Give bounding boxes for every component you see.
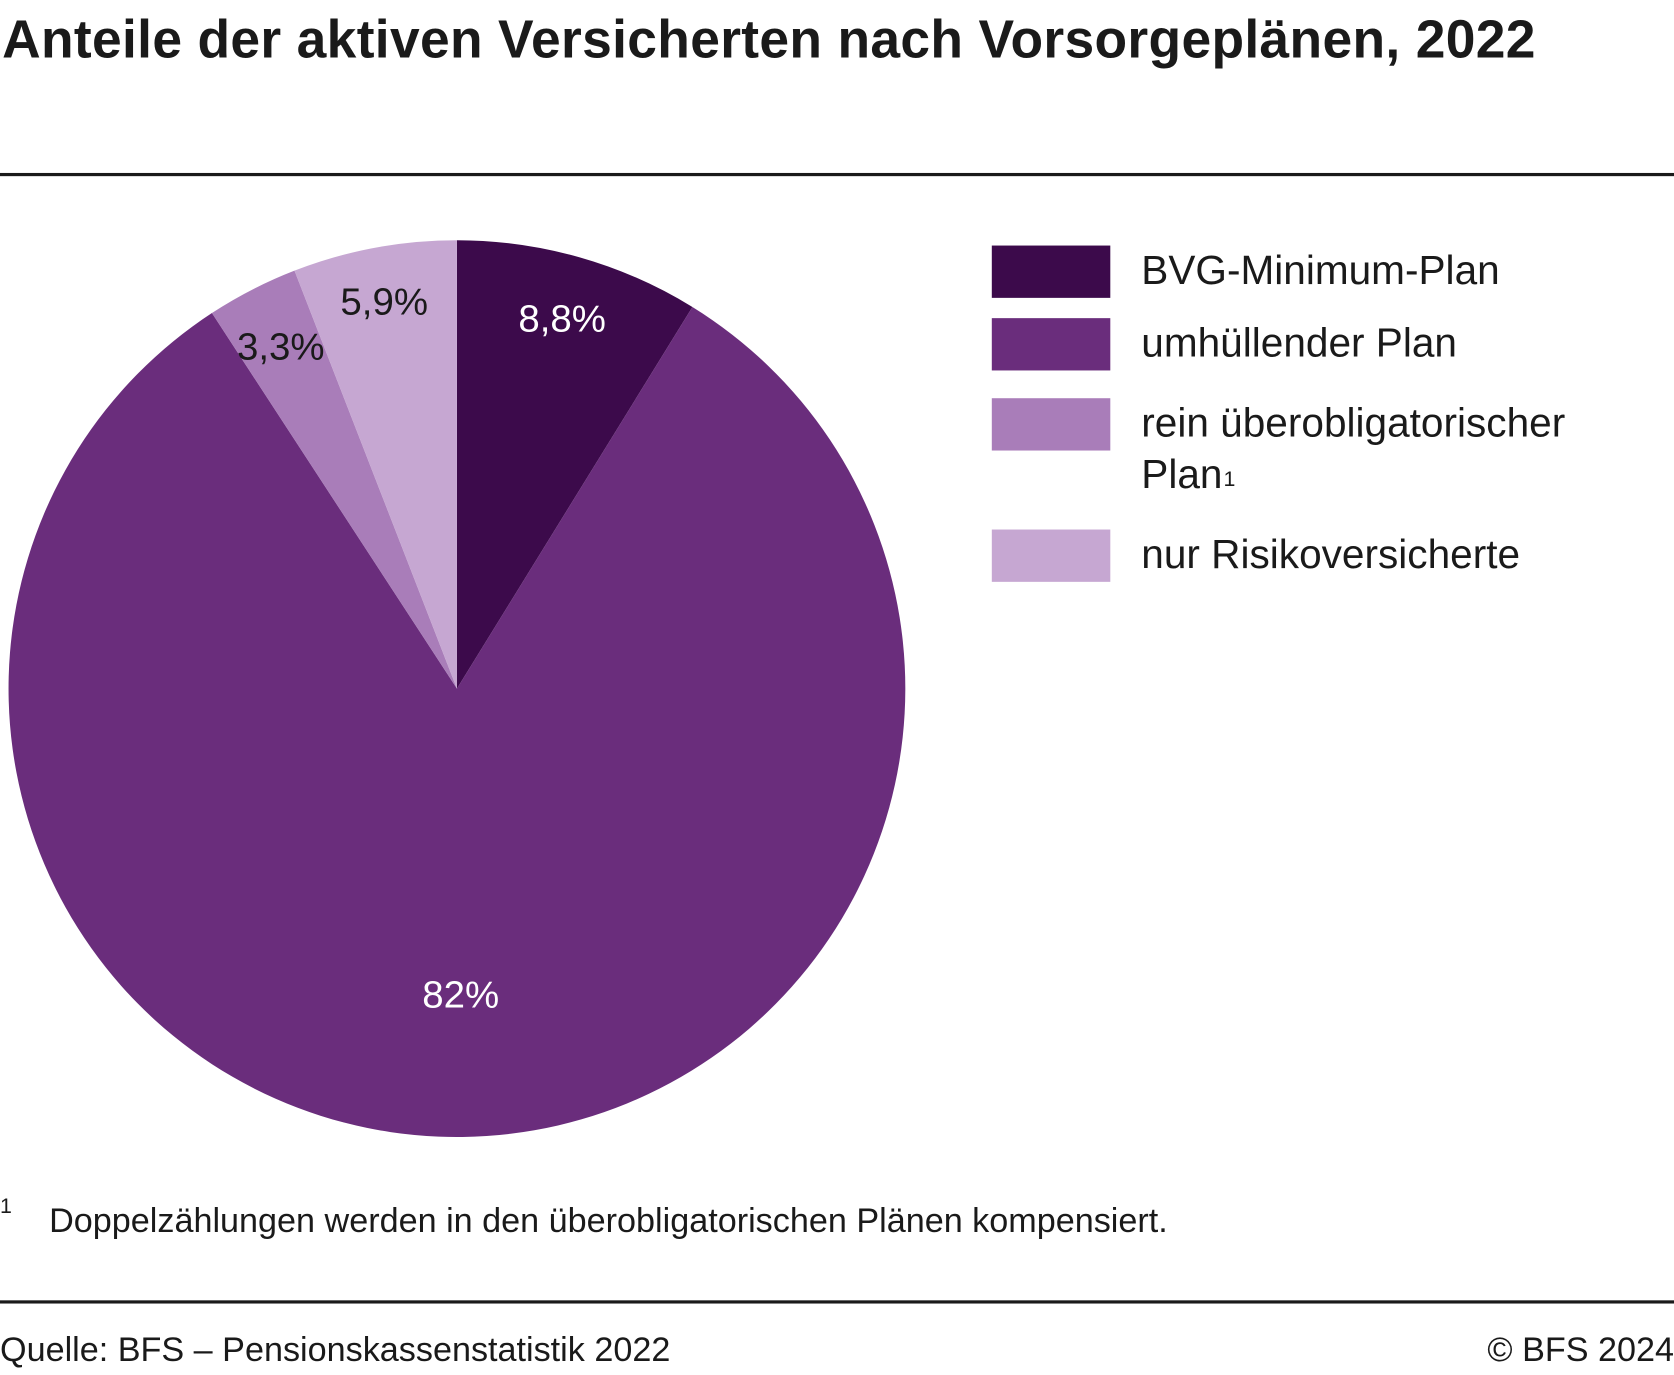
legend-label: umhüllender Plan	[1141, 321, 1458, 367]
bottom-divider	[0, 1300, 1674, 1304]
footnote-number: 1	[0, 1194, 12, 1219]
legend-label: BVG-Minimum-Plan	[1141, 248, 1500, 294]
footnote-text: Doppelzählungen werden in den überobliga…	[49, 1201, 1168, 1240]
top-divider	[0, 172, 1674, 177]
data-label: 5,9%	[340, 281, 428, 324]
chart-title: Anteile der aktiven Versicherten nach Vo…	[2, 9, 1536, 70]
data-label: 3,3%	[237, 325, 325, 368]
pie-slice	[211, 270, 457, 689]
legend-swatch	[991, 245, 1111, 298]
data-label: 82%	[422, 973, 499, 1016]
legend-swatch	[991, 398, 1111, 451]
legend-label: nur Risikoversicherte	[1141, 532, 1521, 578]
footnote-mark: 1	[1223, 467, 1236, 492]
pie-slice	[456, 240, 693, 689]
legend-label-text: rein überobligatorischer Plan	[1141, 401, 1566, 498]
legend-swatch	[991, 318, 1111, 371]
pie-slice	[294, 240, 457, 689]
data-label: 8,8%	[518, 298, 606, 341]
copyright-text: © BFS 2024	[1487, 1330, 1674, 1369]
pie-chart: 8,8% 82% 3,3% 5,9%	[8, 240, 906, 1137]
pie-slice	[8, 307, 906, 1137]
legend-swatch	[991, 529, 1111, 582]
source-text: Quelle: BFS – Pensionskassenstatistik 20…	[0, 1330, 671, 1369]
legend-label: rein überobligatorischer Plan1	[1141, 398, 1653, 500]
